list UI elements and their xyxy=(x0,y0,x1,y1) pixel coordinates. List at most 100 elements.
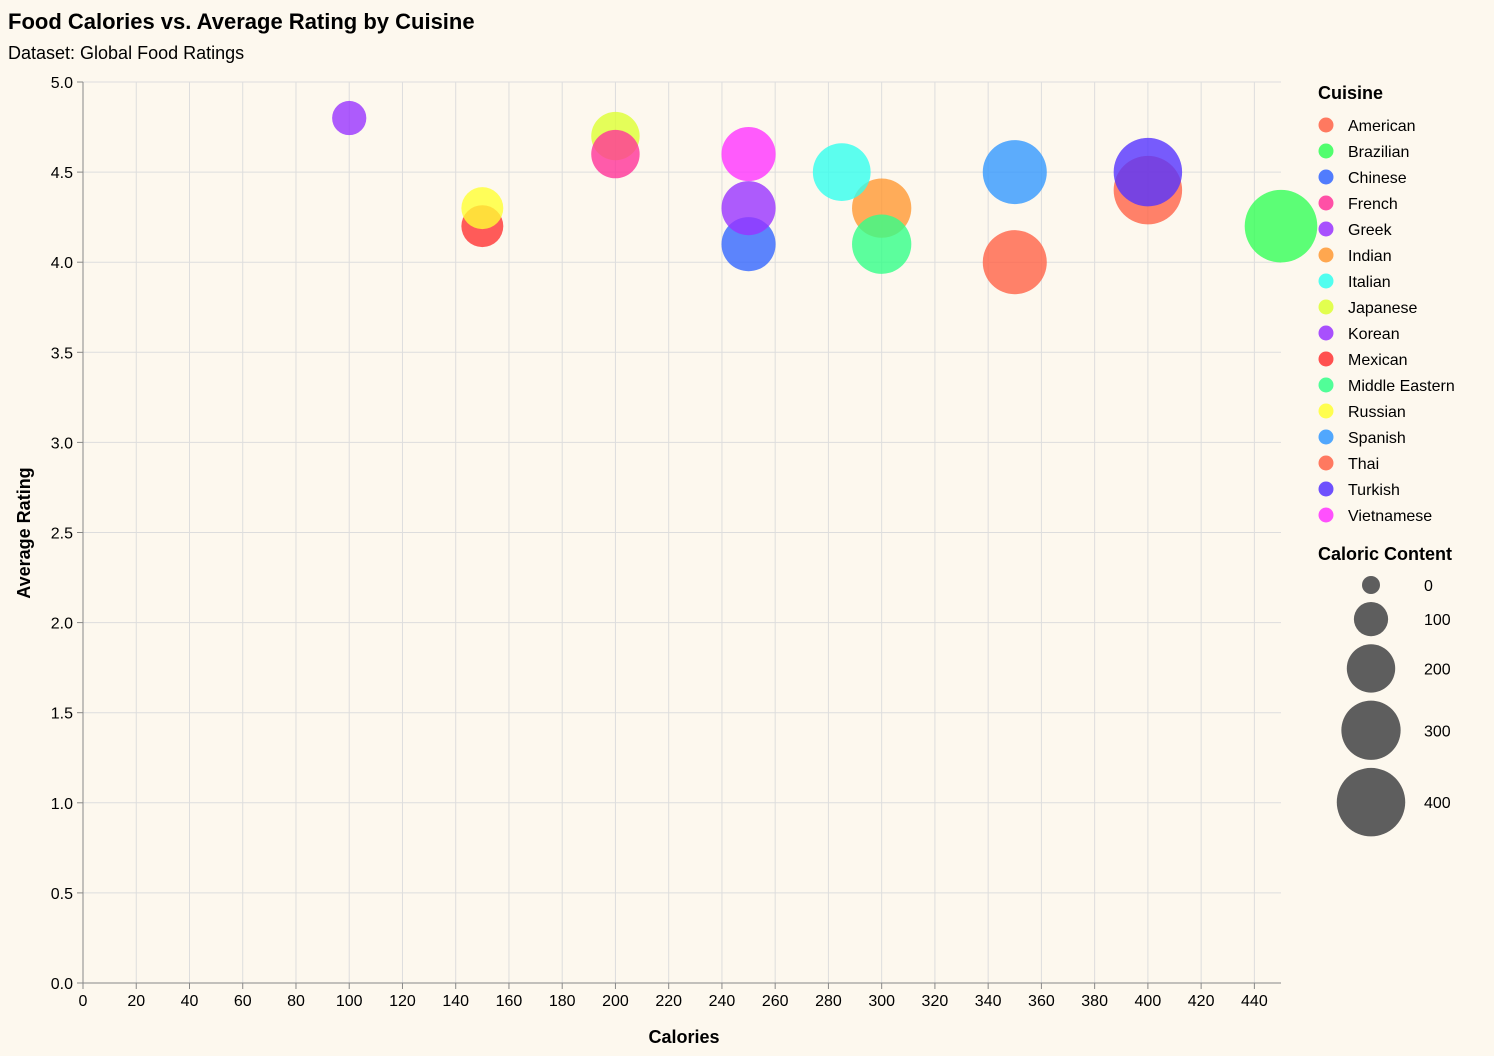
legend-size-title: Caloric Content xyxy=(1318,544,1452,564)
x-tick-label: 260 xyxy=(762,993,789,1010)
legend-size-circle xyxy=(1336,767,1406,837)
legend-label: French xyxy=(1348,196,1398,213)
legend-color-entries: American Brazilian Chinese French Greek India… xyxy=(1318,117,1455,525)
bubble-turkish: Turkish xyxy=(1113,137,1183,207)
legend-swatch xyxy=(1318,299,1334,315)
chart-title: Food Calories vs. Average Rating by Cuis… xyxy=(8,9,475,34)
legend-swatch xyxy=(1318,429,1334,445)
x-tick-label: 320 xyxy=(922,993,949,1010)
x-tick-label: 20 xyxy=(127,993,145,1010)
y-axis-title: Average Rating xyxy=(14,467,34,598)
x-tick-label: 120 xyxy=(389,993,416,1010)
legend-swatch xyxy=(1318,143,1334,159)
y-tick-label: 3.0 xyxy=(51,435,73,452)
bubble-american: American xyxy=(982,230,1047,295)
x-tick-label: 80 xyxy=(287,993,305,1010)
legend-label: Greek xyxy=(1348,222,1393,239)
bubble-spanish: Spanish xyxy=(982,140,1047,205)
legend-swatch xyxy=(1318,247,1334,263)
legend-swatch xyxy=(1318,325,1334,341)
x-tick-label: 440 xyxy=(1241,993,1268,1010)
y-tick-label: 2.5 xyxy=(51,526,73,543)
bubble-italian: Italian xyxy=(812,143,871,201)
x-tick-label: 160 xyxy=(496,993,523,1010)
legend-size-label: 300 xyxy=(1424,723,1451,740)
y-tick-label: 4.5 xyxy=(51,165,73,182)
x-tick-label: 340 xyxy=(975,993,1002,1010)
data-bubbles: BrazilianThaiTurkishAmericanSpanishIndia… xyxy=(332,100,1318,295)
y-tick-label: 2.0 xyxy=(51,616,73,633)
legend-size-circle xyxy=(1341,700,1401,760)
x-tick-label: 300 xyxy=(868,993,895,1010)
x-tick-label: 200 xyxy=(602,993,629,1010)
x-tick-label: 280 xyxy=(815,993,842,1010)
legend-label: Spanish xyxy=(1348,430,1406,447)
grid-lines xyxy=(82,81,1281,984)
y-tick-label: 0.5 xyxy=(51,886,73,903)
axes: 0 20 40 60 80 100 120 140 160 180 200 220 240 260 280 3… xyxy=(51,75,1281,1010)
x-tick-label: 140 xyxy=(442,993,469,1010)
legend-label: Middle Eastern xyxy=(1348,378,1455,395)
legend-label: Italian xyxy=(1348,274,1391,291)
bubble-french: French xyxy=(591,129,640,179)
legend-size-label: 100 xyxy=(1424,612,1451,629)
legend-swatch xyxy=(1318,195,1334,211)
legend-label: Chinese xyxy=(1348,170,1407,187)
legend-label: Turkish xyxy=(1348,482,1400,499)
legend-size-circle xyxy=(1353,602,1389,637)
x-tick-label: 180 xyxy=(549,993,576,1010)
chart-subtitle: Dataset: Global Food Ratings xyxy=(8,43,244,63)
y-tick-label: 4.0 xyxy=(51,255,73,272)
bubble-greek: Greek xyxy=(332,100,367,136)
legend-label: American xyxy=(1348,118,1416,135)
y-tick-label: 3.5 xyxy=(51,345,73,362)
y-tick-label: 1.0 xyxy=(51,796,73,813)
legend-size-label: 400 xyxy=(1424,795,1451,812)
bubble-middle-eastern: Middle Eastern xyxy=(852,214,912,274)
y-tick-label: 1.5 xyxy=(51,706,73,723)
x-tick-label: 240 xyxy=(709,993,736,1010)
x-tick-label: 0 xyxy=(79,993,88,1010)
bubble-vietnamese: Vietnamese xyxy=(721,127,776,182)
y-tick-label: 5.0 xyxy=(51,75,73,92)
x-tick-label: 400 xyxy=(1135,993,1162,1010)
legend-swatch xyxy=(1318,273,1334,289)
y-tick-label: 0.0 xyxy=(51,976,73,993)
legend: Cuisine American Brazilian Chinese French Gr… xyxy=(1318,83,1455,837)
legend-label: Thai xyxy=(1348,456,1379,473)
legend-swatch xyxy=(1318,377,1334,393)
legend-label: Brazilian xyxy=(1348,144,1409,161)
legend-label: Japanese xyxy=(1348,300,1417,317)
legend-label: Korean xyxy=(1348,326,1400,343)
x-tick-label: 60 xyxy=(234,993,252,1010)
bubble-korean: Korean xyxy=(721,181,776,236)
legend-swatch xyxy=(1318,351,1334,367)
legend-label: Russian xyxy=(1348,404,1406,421)
legend-swatch xyxy=(1318,169,1334,185)
x-tick-label: 220 xyxy=(655,993,682,1010)
x-axis-title: Calories xyxy=(648,1027,719,1047)
bubble-russian: Russian xyxy=(461,187,504,230)
x-tick-label: 40 xyxy=(181,993,199,1010)
x-tick-label: 380 xyxy=(1081,993,1108,1010)
bubble-brazilian: Brazilian xyxy=(1244,189,1318,263)
legend-size-label: 200 xyxy=(1424,661,1451,678)
legend-label: Vietnamese xyxy=(1348,508,1432,525)
legend-swatch xyxy=(1318,403,1334,419)
legend-swatch xyxy=(1318,455,1334,471)
x-tick-label: 360 xyxy=(1028,993,1055,1010)
legend-swatch xyxy=(1318,117,1334,133)
legend-size-label: 0 xyxy=(1424,578,1433,595)
legend-label: Mexican xyxy=(1348,352,1408,369)
legend-swatch xyxy=(1318,221,1334,237)
legend-swatch xyxy=(1318,507,1334,523)
legend-size-entries: 0 100 200 300 400 xyxy=(1336,576,1451,837)
legend-label: Indian xyxy=(1348,248,1392,265)
legend-size-circle xyxy=(1346,644,1396,693)
legend-color-title: Cuisine xyxy=(1318,83,1383,103)
legend-swatch xyxy=(1318,481,1334,497)
legend-size-circle xyxy=(1362,576,1380,594)
x-tick-label: 100 xyxy=(336,993,363,1010)
x-tick-label: 420 xyxy=(1188,993,1215,1010)
